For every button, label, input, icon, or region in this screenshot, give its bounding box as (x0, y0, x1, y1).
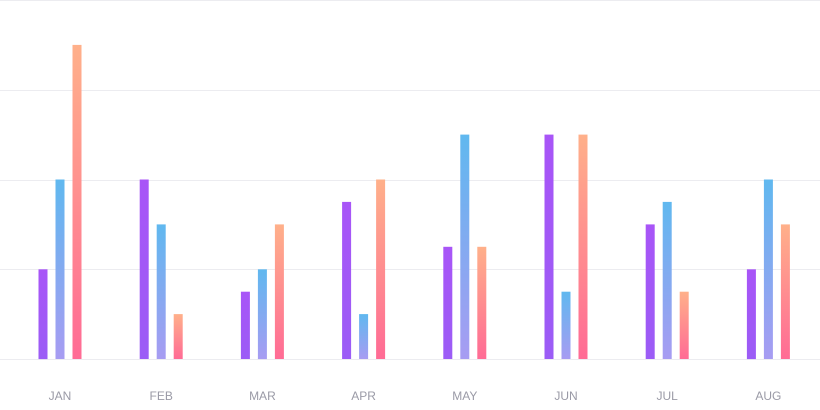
bars (38, 44, 790, 360)
x-tick-label-feb: FEB (150, 389, 173, 403)
bar-aug-series-3[interactable] (780, 224, 790, 359)
x-tick-label-may: MAY (452, 389, 477, 403)
bar-jan-series-2[interactable] (55, 179, 65, 360)
bar-feb-series-2[interactable] (156, 224, 166, 359)
bar-jun-series-1[interactable] (544, 134, 554, 359)
x-tick-label-aug: AUG (755, 389, 781, 403)
bar-apr-series-2[interactable] (359, 314, 369, 359)
x-tick-label-apr: APR (351, 389, 376, 403)
x-tick-label-jul: JUL (657, 389, 679, 403)
bar-mar-series-1[interactable] (240, 291, 250, 359)
bar-mar-series-2[interactable] (257, 269, 267, 360)
bar-aug-series-2[interactable] (763, 179, 773, 360)
x-tick-label-jan: JAN (49, 389, 72, 403)
gridlines (0, 0, 820, 360)
bar-may-series-1[interactable] (443, 246, 453, 359)
bar-mar-series-3[interactable] (274, 224, 284, 359)
bar-may-series-3[interactable] (477, 246, 487, 359)
x-tick-label-jun: JUN (554, 389, 577, 403)
bar-jan-series-3[interactable] (72, 44, 82, 360)
bar-feb-series-1[interactable] (139, 179, 149, 360)
bar-may-series-2[interactable] (460, 134, 470, 359)
x-axis-tick-labels: JAN FEB MAR APR MAY JUN JUL AUG (49, 389, 782, 403)
bar-jul-series-2[interactable] (662, 201, 672, 359)
bar-jun-series-2[interactable] (561, 291, 571, 359)
bar-apr-series-3[interactable] (376, 179, 386, 360)
bar-jan-series-1[interactable] (38, 269, 48, 360)
bar-feb-series-3[interactable] (173, 314, 183, 359)
bar-apr-series-1[interactable] (342, 201, 352, 359)
x-tick-label-mar: MAR (249, 389, 276, 403)
bar-jul-series-3[interactable] (679, 291, 689, 359)
bar-aug-series-1[interactable] (746, 269, 756, 360)
bar-jun-series-3[interactable] (578, 134, 588, 359)
bar-jul-series-1[interactable] (645, 224, 655, 359)
